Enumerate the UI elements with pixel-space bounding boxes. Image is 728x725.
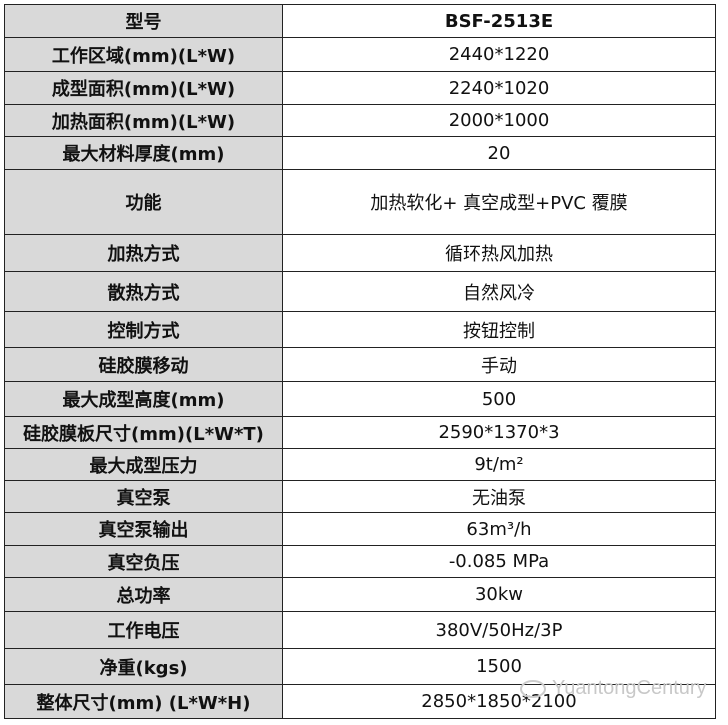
table-row: 真空负压 -0.085 MPa — [4, 545, 716, 578]
table-row: 最大成型高度(mm) 500 — [4, 381, 716, 417]
spec-label: 真空泵 — [4, 480, 283, 513]
table-row: 加热面积(mm)(L*W) 2000*1000 — [4, 104, 716, 137]
spec-label: 最大材料厚度(mm) — [4, 136, 283, 170]
table-row: 真空泵 无油泵 — [4, 480, 716, 513]
spec-label: 功能 — [4, 169, 283, 235]
spec-value: 加热软化+ 真空成型+PVC 覆膜 — [282, 169, 716, 235]
spec-value: 500 — [282, 381, 716, 417]
table-row: 工作电压 380V/50Hz/3P — [4, 611, 716, 649]
table-row: 净重(kgs) 1500 — [4, 648, 716, 685]
spec-label: 真空负压 — [4, 545, 283, 578]
spec-value: 2850*1850*2100 — [282, 684, 716, 719]
watermark: YuantongCentury — [520, 677, 707, 700]
spec-value: 30kw — [282, 577, 716, 612]
spec-label: 硅胶膜板尺寸(mm)(L*W*T) — [4, 416, 283, 449]
spec-label: 硅胶膜移动 — [4, 347, 283, 382]
table-row: 整体尺寸(mm) (L*W*H) 2850*1850*2100 — [4, 684, 716, 719]
spec-label: 净重(kgs) — [4, 648, 283, 685]
spec-value: 按钮控制 — [282, 311, 716, 348]
spec-label: 总功率 — [4, 577, 283, 612]
spec-label: 最大成型高度(mm) — [4, 381, 283, 417]
spec-value: 20 — [282, 136, 716, 170]
spec-value: 2000*1000 — [282, 104, 716, 137]
wechat-icon — [520, 679, 546, 698]
spec-label: 加热面积(mm)(L*W) — [4, 104, 283, 137]
spec-label: 型号 — [4, 4, 283, 38]
table-row: 加热方式 循环热风加热 — [4, 234, 716, 272]
table-row: 硅胶膜移动 手动 — [4, 347, 716, 382]
table-row: 散热方式 自然风冷 — [4, 271, 716, 312]
table-row: 工作区域(mm)(L*W) 2440*1220 — [4, 37, 716, 72]
spec-value: 无油泵 — [282, 480, 716, 513]
table-row: 最大成型压力 9t/m² — [4, 448, 716, 481]
spec-label: 控制方式 — [4, 311, 283, 348]
spec-value: -0.085 MPa — [282, 545, 716, 578]
table-row: 真空泵输出 63m³/h — [4, 512, 716, 546]
spec-value: 2440*1220 — [282, 37, 716, 72]
table-row: 最大材料厚度(mm) 20 — [4, 136, 716, 170]
table-row: 总功率 30kw — [4, 577, 716, 612]
spec-label: 成型面积(mm)(L*W) — [4, 71, 283, 105]
spec-label: 整体尺寸(mm) (L*W*H) — [4, 684, 283, 719]
spec-value: 自然风冷 — [282, 271, 716, 312]
spec-label: 散热方式 — [4, 271, 283, 312]
spec-table: 型号 BSF-2513E 工作区域(mm)(L*W) 2440*1220 成型面积(mm… — [4, 4, 716, 719]
spec-value: 63m³/h — [282, 512, 716, 546]
spec-label: 工作区域(mm)(L*W) — [4, 37, 283, 72]
table-row: 成型面积(mm)(L*W) 2240*1020 — [4, 71, 716, 105]
table-row: 硅胶膜板尺寸(mm)(L*W*T) 2590*1370*3 — [4, 416, 716, 449]
spec-label: 最大成型压力 — [4, 448, 283, 481]
table-row: 型号 BSF-2513E — [4, 4, 716, 38]
spec-value: 手动 — [282, 347, 716, 382]
spec-value: 9t/m² — [282, 448, 716, 481]
spec-label: 加热方式 — [4, 234, 283, 272]
table-row: 功能 加热软化+ 真空成型+PVC 覆膜 — [4, 169, 716, 235]
spec-value: BSF-2513E — [282, 4, 716, 38]
spec-value: 2240*1020 — [282, 71, 716, 105]
spec-value: 2590*1370*3 — [282, 416, 716, 449]
spec-value: 380V/50Hz/3P — [282, 611, 716, 649]
spec-label: 工作电压 — [4, 611, 283, 649]
spec-label: 真空泵输出 — [4, 512, 283, 546]
spec-value: 循环热风加热 — [282, 234, 716, 272]
spec-value: 1500 — [282, 648, 716, 685]
table-row: 控制方式 按钮控制 — [4, 311, 716, 348]
